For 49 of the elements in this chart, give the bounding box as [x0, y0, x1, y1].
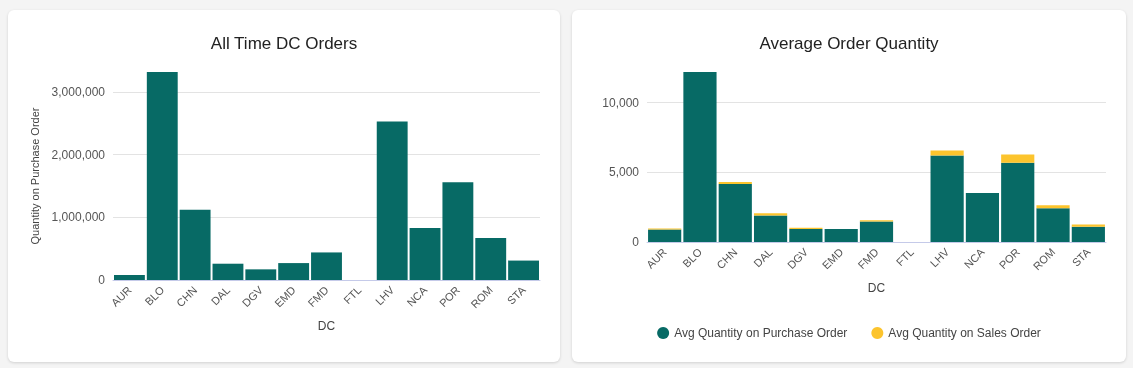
bar — [508, 260, 540, 280]
bar — [278, 263, 310, 280]
bar — [1001, 162, 1035, 242]
bar — [442, 182, 474, 280]
bar — [1036, 205, 1070, 209]
bar — [146, 72, 178, 280]
x-tick-label: STA — [1069, 245, 1094, 269]
bar — [113, 274, 145, 280]
bar — [376, 121, 408, 280]
bar — [824, 228, 858, 242]
bar — [930, 150, 964, 156]
bar — [965, 192, 1000, 242]
y-tick-label: 0 — [98, 273, 106, 287]
x-tick-label: FTL — [341, 283, 364, 307]
bar — [245, 269, 277, 280]
bar — [179, 209, 211, 280]
y-axis-title: Quantity on Purchase Order — [29, 107, 42, 245]
y-tick-label: 10,000 — [602, 95, 640, 110]
y-tick-label: 5,000 — [608, 165, 640, 180]
bar — [1071, 226, 1105, 242]
legend-label: Avg Quantity on Purchase Order — [674, 326, 848, 340]
x-axis-title: DC — [317, 319, 336, 333]
x-tick-label: DAL — [208, 283, 233, 308]
y-tick-label: 0 — [632, 235, 640, 249]
bar — [859, 221, 894, 242]
bar — [409, 228, 441, 280]
bar — [648, 229, 682, 242]
x-axis-title: DC — [867, 281, 886, 295]
bar — [753, 215, 788, 242]
y-tick-label: 1,000,000 — [51, 210, 106, 225]
bar — [930, 155, 964, 242]
bar — [311, 252, 342, 280]
bar — [1036, 208, 1070, 242]
x-tick-label: FTL — [893, 245, 917, 269]
bar — [718, 181, 752, 185]
bar — [212, 263, 244, 280]
bar — [475, 238, 507, 280]
bar — [1001, 154, 1035, 163]
x-tick-label: STA — [504, 283, 529, 307]
bar — [718, 184, 752, 242]
chart-title: All Time DC Orders — [210, 34, 358, 53]
bar — [683, 72, 717, 242]
bar — [1071, 224, 1105, 227]
chart-title: Average Order Quantity — [759, 34, 940, 53]
x-tick-label: DAL — [751, 245, 775, 270]
y-tick-label: 2,000,000 — [51, 147, 106, 162]
bar — [789, 228, 823, 242]
y-tick-label: 3,000,000 — [51, 85, 106, 100]
legend-label: Avg Quantity on Sales Order — [888, 326, 1041, 340]
